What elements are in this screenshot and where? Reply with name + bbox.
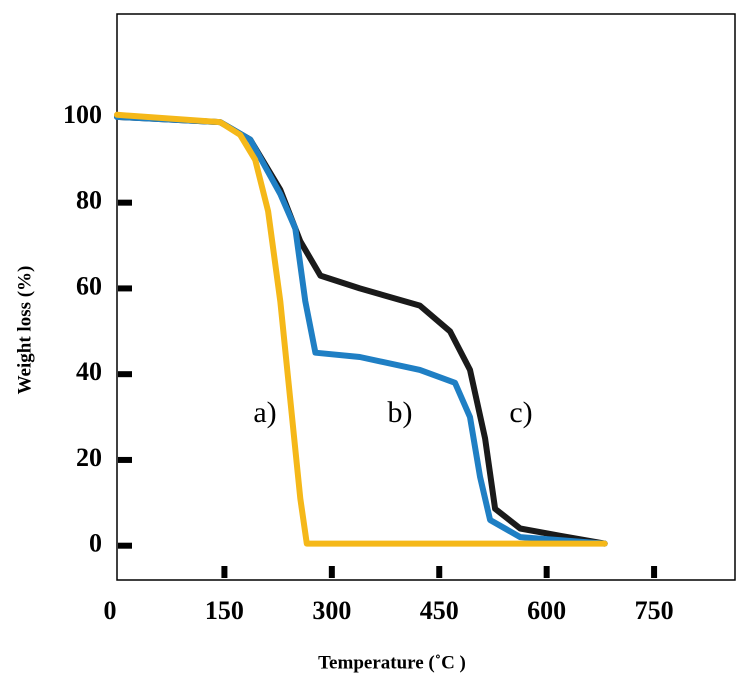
y-tick-label: 0 xyxy=(89,529,102,558)
x-tick-label: 0 xyxy=(104,596,117,625)
y-tick-label: 100 xyxy=(63,100,102,129)
annotation: c) xyxy=(509,396,532,429)
x-tick-label: 300 xyxy=(312,596,351,625)
y-tick-label: 40 xyxy=(76,357,102,386)
annotation: b) xyxy=(388,396,413,429)
y-tick-label: 20 xyxy=(76,443,102,472)
plot-frame xyxy=(116,13,736,581)
x-tick-label: 600 xyxy=(527,596,566,625)
y-tick-label: 60 xyxy=(76,271,102,300)
x-axis-title: Temperature (˚C ) xyxy=(318,652,466,673)
data-line xyxy=(114,111,608,547)
data-line xyxy=(114,113,608,547)
y-axis-title: Weight loss (%) xyxy=(14,266,35,395)
y-tick-label: 80 xyxy=(76,186,102,215)
x-tick-label: 450 xyxy=(420,596,459,625)
x-tick-label: 750 xyxy=(635,596,674,625)
data-line xyxy=(114,113,608,547)
annotation: a) xyxy=(253,396,276,429)
x-tick-label: 150 xyxy=(205,596,244,625)
